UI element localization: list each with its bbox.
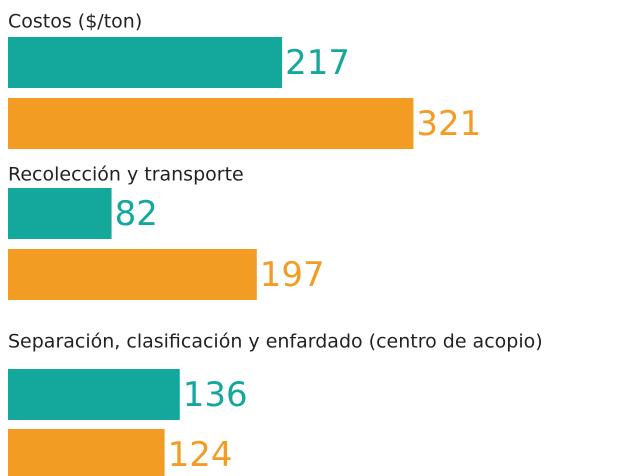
bar bbox=[8, 188, 112, 239]
bar bbox=[8, 429, 165, 476]
bar bbox=[8, 98, 414, 149]
value-label: 136 bbox=[183, 375, 248, 415]
value-label: 321 bbox=[416, 104, 481, 144]
group-label: Separación, clasificación y enfardado (c… bbox=[8, 331, 543, 353]
bar bbox=[8, 369, 180, 420]
bar bbox=[8, 37, 283, 88]
group-label: Costos ($/ton) bbox=[8, 11, 142, 33]
group-label: Recolección y transporte bbox=[8, 164, 244, 186]
value-label: 124 bbox=[168, 435, 233, 475]
bar bbox=[8, 249, 257, 300]
value-label: 197 bbox=[260, 255, 325, 295]
value-label: 82 bbox=[115, 194, 158, 234]
value-label: 217 bbox=[285, 43, 350, 83]
